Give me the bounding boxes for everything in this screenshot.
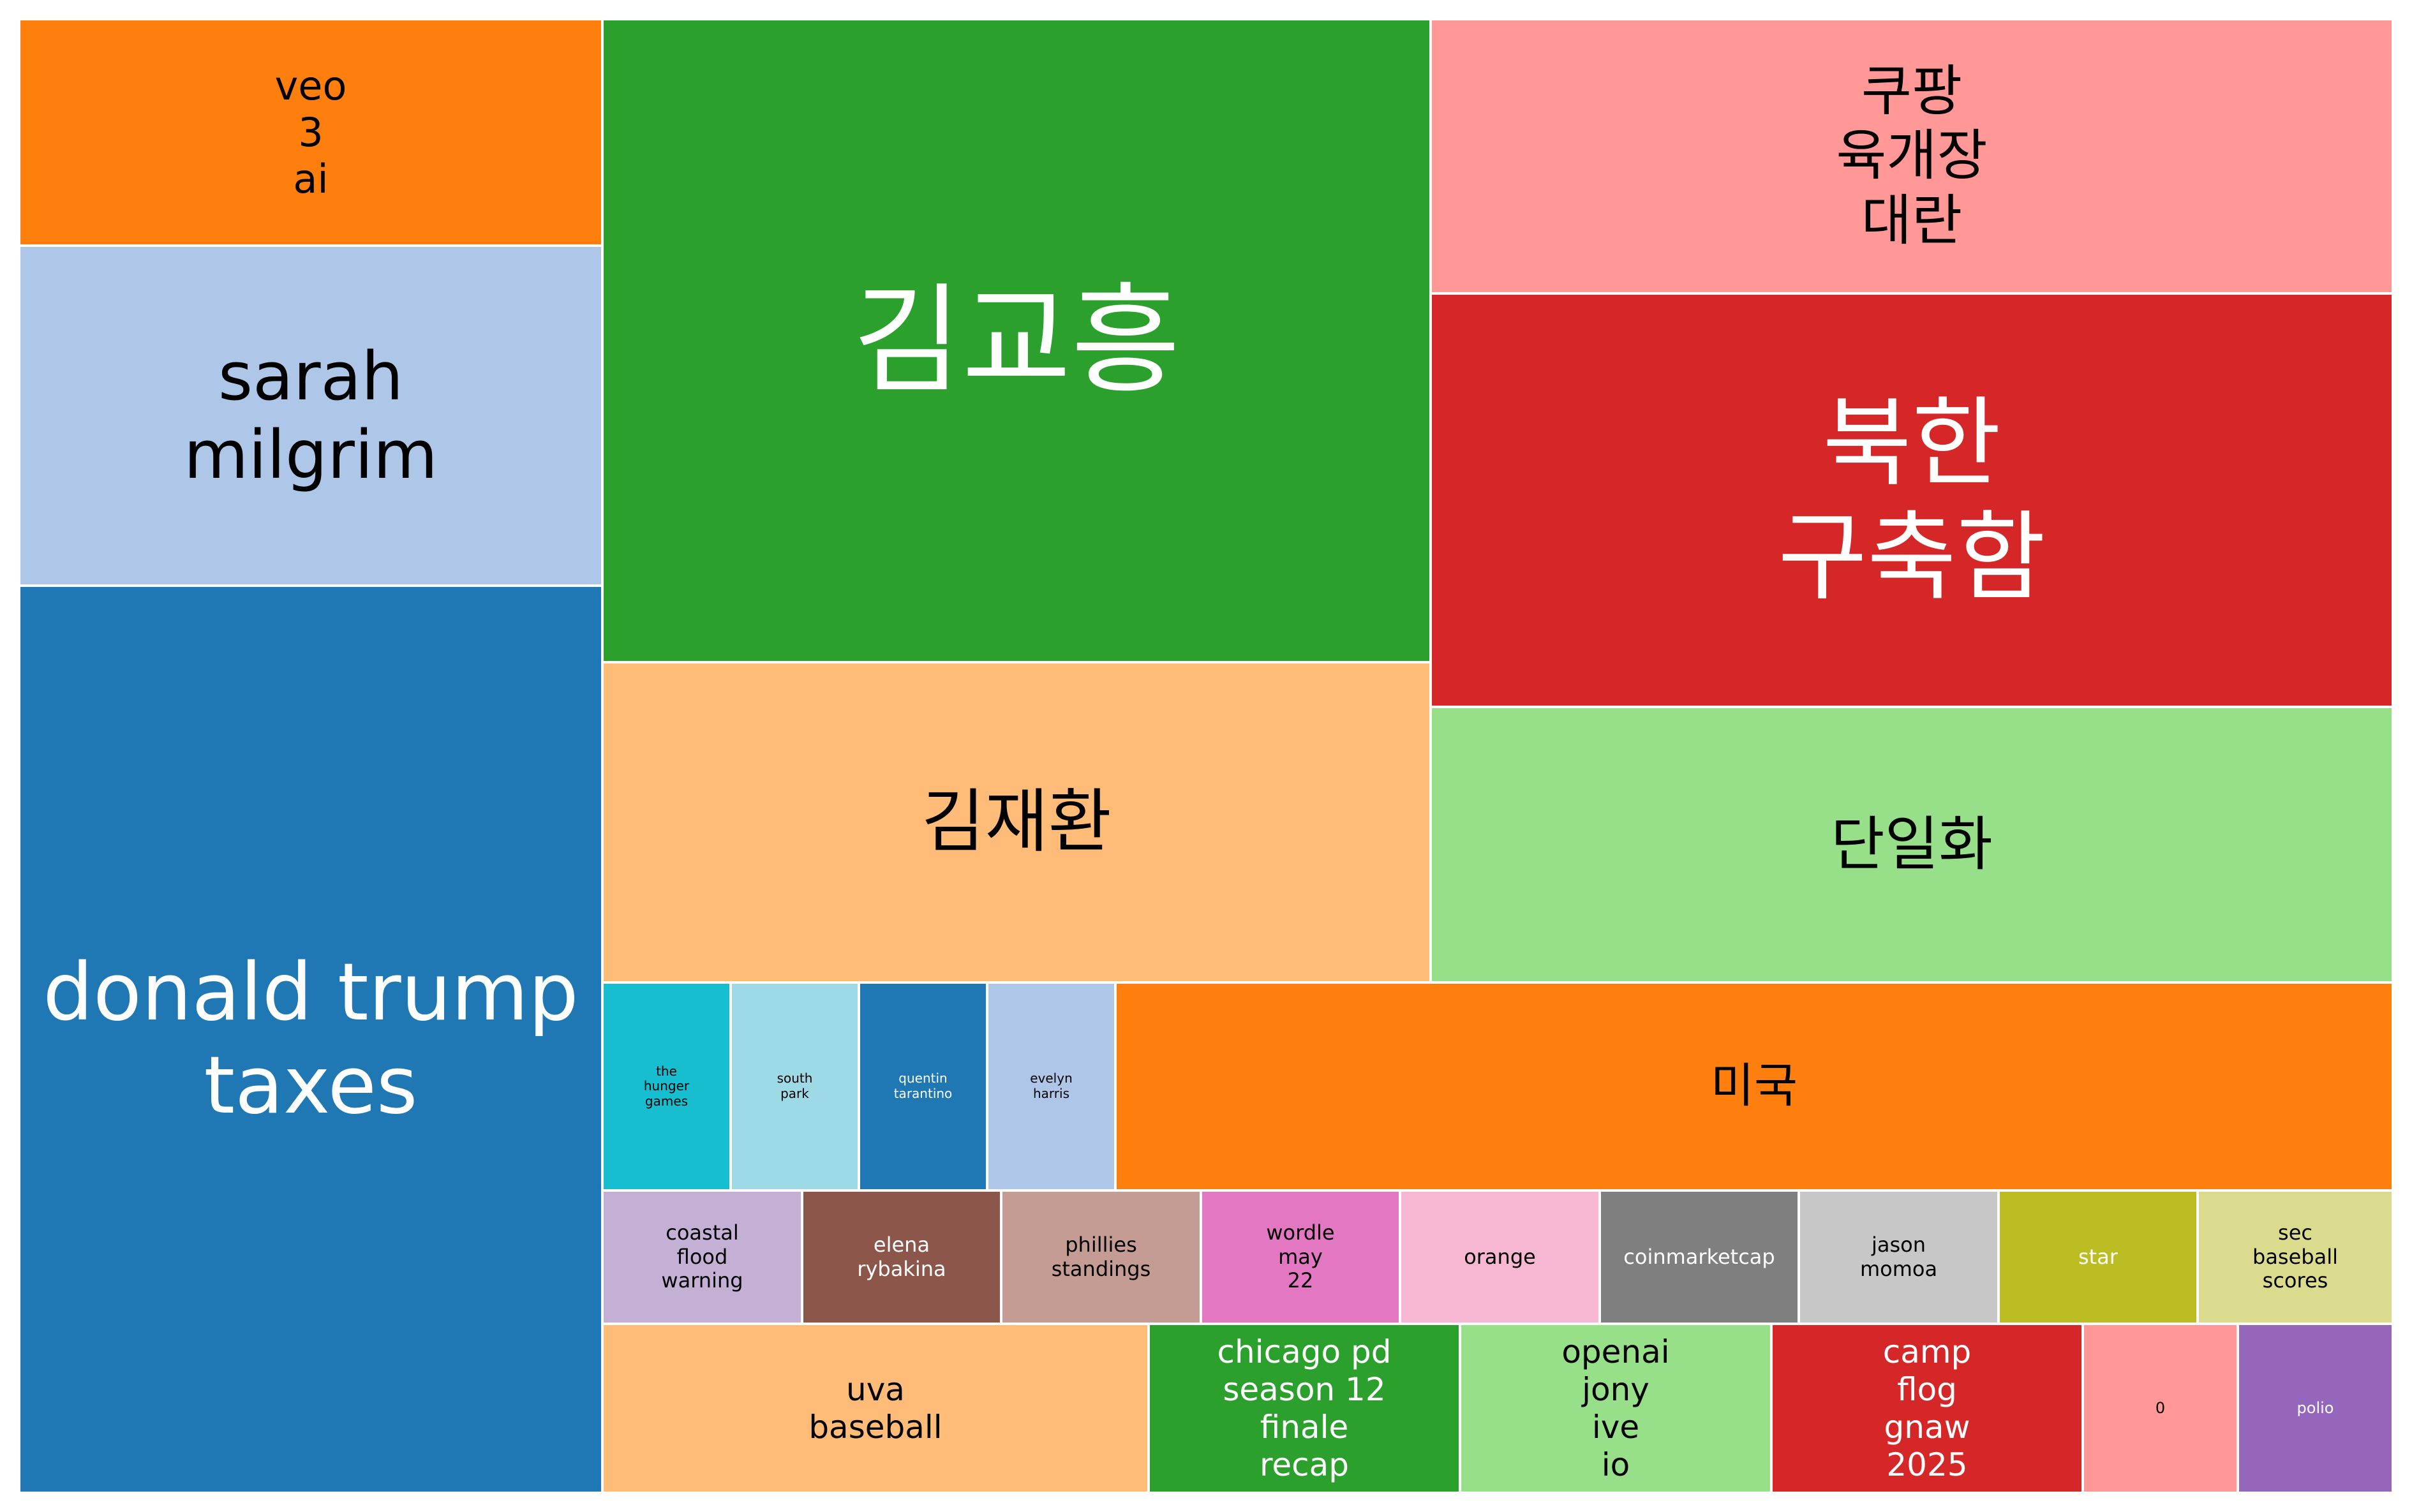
treemap-tile: star (1999, 1190, 2198, 1324)
treemap-tile-label: 김재환 (921, 782, 1112, 863)
treemap-tile: 북한 구축함 (1431, 293, 2393, 707)
treemap-tile-label: 김교흥 (852, 271, 1180, 410)
treemap-tile-label: star (2078, 1244, 2118, 1269)
treemap-tile-label: donald trump taxes (43, 946, 579, 1132)
treemap-tile-label: camp flog gnaw 2025 (1882, 1333, 1972, 1483)
treemap-tile: 0 (2083, 1324, 2238, 1493)
treemap-tile: 단일화 (1431, 707, 2393, 982)
treemap-tile: south park (731, 982, 859, 1190)
treemap-tile-label: sec baseball scores (2252, 1220, 2338, 1293)
treemap-tile: 김재환 (602, 662, 1431, 982)
treemap-tile: phillies standings (1001, 1190, 1201, 1324)
treemap-tile-label: polio (2297, 1399, 2334, 1418)
treemap-tile-label: jason momoa (1859, 1232, 1938, 1281)
treemap-tile: uva baseball (602, 1324, 1149, 1493)
treemap-tile-label: 쿠팡 육개장 대란 (1836, 59, 1988, 253)
treemap-tile: 김교흥 (602, 19, 1431, 662)
treemap-tile-label: coinmarketcap (1623, 1244, 1775, 1269)
treemap-tile-label: phillies standings (1051, 1232, 1151, 1281)
treemap-tile-label: wordle may 22 (1266, 1220, 1335, 1293)
treemap-tile: sec baseball scores (2198, 1190, 2393, 1324)
treemap-tile-label: openai jony ive io (1561, 1333, 1670, 1483)
treemap-tile-label: uva baseball (808, 1370, 942, 1446)
treemap-tile: quentin tarantino (859, 982, 987, 1190)
treemap-tile-label: 단일화 (1831, 810, 1993, 878)
treemap-tile: veo 3 ai (19, 19, 602, 246)
treemap-tile: chicago pd season 12 finale recap (1149, 1324, 1460, 1493)
treemap-tile-label: 북한 구축함 (1778, 386, 2046, 614)
treemap-tile: camp flog gnaw 2025 (1771, 1324, 2083, 1493)
treemap-tile: polio (2238, 1324, 2393, 1493)
treemap-tile-label: veo 3 ai (274, 62, 347, 203)
treemap-tile-label: 미국 (1710, 1058, 1798, 1114)
treemap-tile: openai jony ive io (1460, 1324, 1771, 1493)
treemap-tile-label: orange (1464, 1244, 1536, 1269)
treemap-tile-label: quentin tarantino (893, 1071, 953, 1101)
treemap-tile: donald trump taxes (19, 586, 602, 1493)
treemap-tile-label: coastal flood warning (661, 1220, 743, 1293)
treemap-tile-label: evelyn harris (1030, 1071, 1073, 1101)
treemap-tile: wordle may 22 (1201, 1190, 1400, 1324)
treemap-tile: sarah milgrim (19, 246, 602, 586)
treemap-tile: coinmarketcap (1600, 1190, 1799, 1324)
treemap-tile: 쿠팡 육개장 대란 (1431, 19, 2393, 293)
treemap-tile: evelyn harris (987, 982, 1115, 1190)
treemap-tile-label: sarah milgrim (183, 337, 438, 494)
treemap-tile-label: elena rybakina (857, 1232, 946, 1281)
treemap-tile: coastal flood warning (602, 1190, 802, 1324)
treemap-tile: elena rybakina (802, 1190, 1001, 1324)
treemap-tile-label: chicago pd season 12 finale recap (1217, 1333, 1392, 1483)
treemap-tile: orange (1400, 1190, 1600, 1324)
treemap-tile: jason momoa (1799, 1190, 1999, 1324)
treemap-tile-label: the hunger games (643, 1063, 690, 1109)
treemap-tile-label: south park (777, 1071, 813, 1101)
treemap-tile: 미국 (1115, 982, 2393, 1190)
treemap-tile-label: 0 (2155, 1399, 2166, 1418)
treemap-tile: the hunger games (602, 982, 731, 1190)
